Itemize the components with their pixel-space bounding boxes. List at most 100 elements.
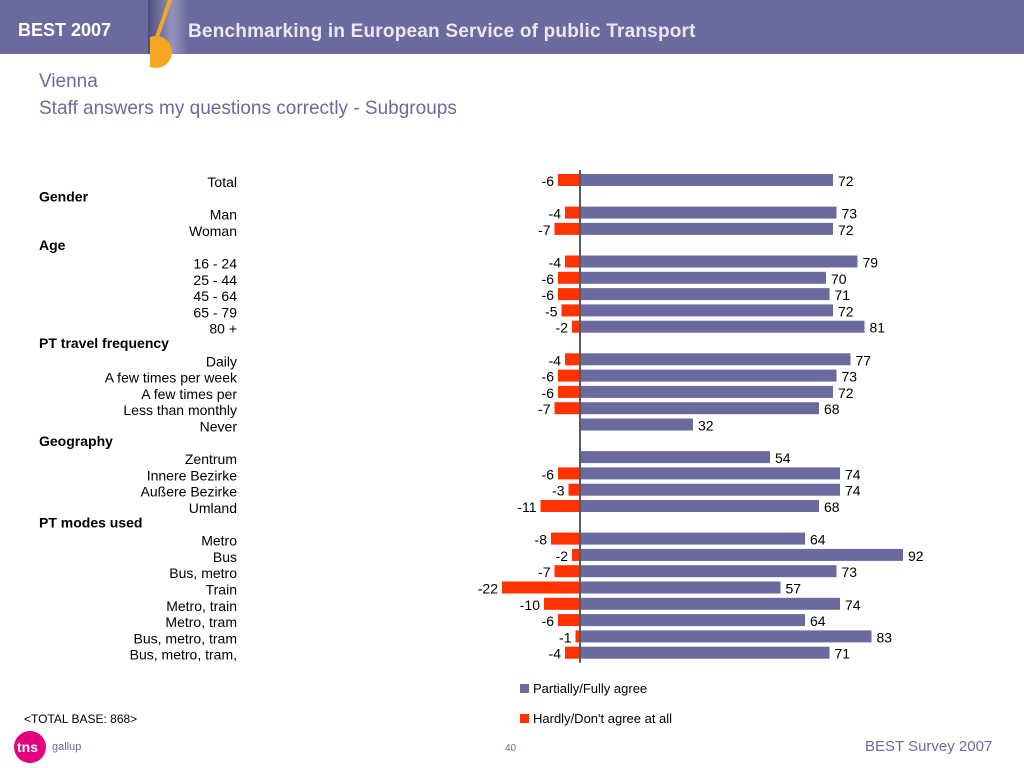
legend-swatch-positive: [520, 684, 529, 693]
positive-value-label: 73: [842, 206, 858, 222]
group-label: PT modes used: [39, 514, 142, 530]
row-label: Bus: [213, 549, 237, 565]
orange-swoosh-icon: [150, 0, 172, 68]
row-label: Woman: [189, 223, 237, 239]
legend-item-positive: Partially/Fully agree: [520, 681, 647, 696]
row-label: Never: [200, 419, 238, 435]
negative-value-label: -4: [549, 206, 562, 222]
positive-value-label: 64: [810, 532, 826, 548]
row-label: 16 - 24: [193, 256, 237, 272]
negative-bar: [558, 174, 579, 186]
legend-label-negative: Hardly/Don't agree at all: [533, 711, 673, 726]
positive-value-label: 73: [842, 564, 858, 580]
negative-bar: [558, 271, 579, 284]
row-label: Less than monthly: [123, 402, 237, 418]
positive-bar: [581, 174, 833, 186]
negative-bar: [565, 353, 579, 366]
positive-bar: [581, 320, 865, 333]
positive-bar: [581, 222, 833, 235]
negative-bar: [544, 597, 579, 610]
positive-bar: [581, 451, 770, 464]
negative-value-label: -5: [545, 303, 558, 319]
negative-bar: [554, 565, 579, 578]
logo-mark-text: tns: [17, 739, 38, 755]
positive-value-label: 74: [845, 466, 861, 482]
positive-bar: [581, 646, 830, 659]
positive-bar: [581, 565, 837, 578]
negative-bar: [558, 467, 579, 480]
row-label: Außere Bezirke: [141, 484, 238, 500]
legend-item-negative: Hardly/Don't agree at all: [520, 711, 672, 726]
positive-value-label: 57: [786, 581, 802, 597]
positive-value-label: 72: [838, 173, 854, 189]
positive-value-label: 92: [908, 548, 924, 564]
row-label: 45 - 64: [193, 288, 237, 304]
row-label: Total: [207, 174, 237, 190]
positive-bar: [581, 353, 851, 366]
row-label: Bus, metro, tram: [134, 630, 237, 646]
negative-value-label: -2: [556, 320, 569, 336]
negative-value-label: -4: [549, 646, 562, 662]
row-label: 25 - 44: [193, 272, 237, 288]
positive-bar: [581, 271, 826, 284]
positive-value-label: 70: [831, 271, 847, 287]
row-label: Umland: [189, 500, 237, 516]
positive-value-label: 81: [870, 320, 886, 336]
negative-bar: [575, 630, 579, 643]
negative-value-label: -22: [478, 581, 498, 597]
positive-bar: [581, 597, 840, 610]
negative-value-label: -11: [517, 499, 536, 515]
positive-value-label: 71: [835, 646, 851, 662]
positive-value-label: 68: [824, 401, 840, 417]
row-label: A few times per week: [105, 370, 238, 386]
negative-bar: [568, 483, 579, 496]
positive-value-label: 32: [698, 418, 714, 434]
negative-bar: [572, 320, 579, 333]
negative-bar: [554, 402, 579, 415]
positive-bar: [581, 548, 903, 561]
row-label: Bus, metro: [169, 565, 237, 581]
positive-bar: [581, 304, 833, 317]
survey-label: BEST Survey 2007: [865, 738, 993, 755]
negative-value-label: -6: [542, 466, 555, 482]
group-label: PT travel frequency: [39, 335, 169, 351]
negative-value-label: -6: [542, 385, 555, 401]
negative-value-label: -2: [556, 548, 569, 564]
positive-value-label: 71: [835, 287, 851, 303]
negative-value-label: -6: [542, 271, 555, 287]
negative-bar: [558, 369, 579, 382]
negative-value-label: -4: [549, 352, 562, 368]
negative-value-label: -6: [542, 287, 555, 303]
row-label: A few times per: [141, 386, 237, 402]
positive-value-label: 68: [824, 499, 840, 515]
negative-bar: [540, 500, 579, 512]
positive-bar: [581, 630, 872, 643]
positive-value-label: 72: [838, 222, 854, 238]
negative-bar: [565, 206, 579, 219]
city-title: Vienna: [39, 71, 98, 92]
logo-wordmark: gallup: [52, 741, 82, 753]
negative-bar: [558, 385, 579, 398]
row-label: 65 - 79: [193, 304, 237, 320]
legend-swatch-negative: [520, 714, 529, 723]
negative-bar: [502, 581, 579, 594]
positive-value-label: 74: [845, 483, 861, 499]
positive-bar: [581, 369, 837, 382]
negative-bar: [558, 288, 579, 301]
negative-bar: [558, 614, 579, 627]
positive-bar: [581, 581, 781, 594]
positive-bar: [581, 418, 693, 431]
positive-bar: [581, 467, 840, 480]
positive-value-label: 54: [775, 450, 791, 466]
negative-value-label: -10: [520, 597, 540, 613]
negative-value-label: -8: [535, 532, 548, 548]
negative-bar: [572, 548, 579, 561]
positive-value-label: 73: [842, 369, 858, 385]
negative-value-label: -1: [559, 629, 572, 645]
positive-bar: [581, 483, 840, 496]
negative-bar: [561, 304, 579, 317]
negative-value-label: -4: [549, 255, 562, 271]
row-label: 80 +: [209, 321, 237, 337]
page-number: 40: [505, 743, 517, 754]
row-label: Daily: [206, 353, 237, 369]
